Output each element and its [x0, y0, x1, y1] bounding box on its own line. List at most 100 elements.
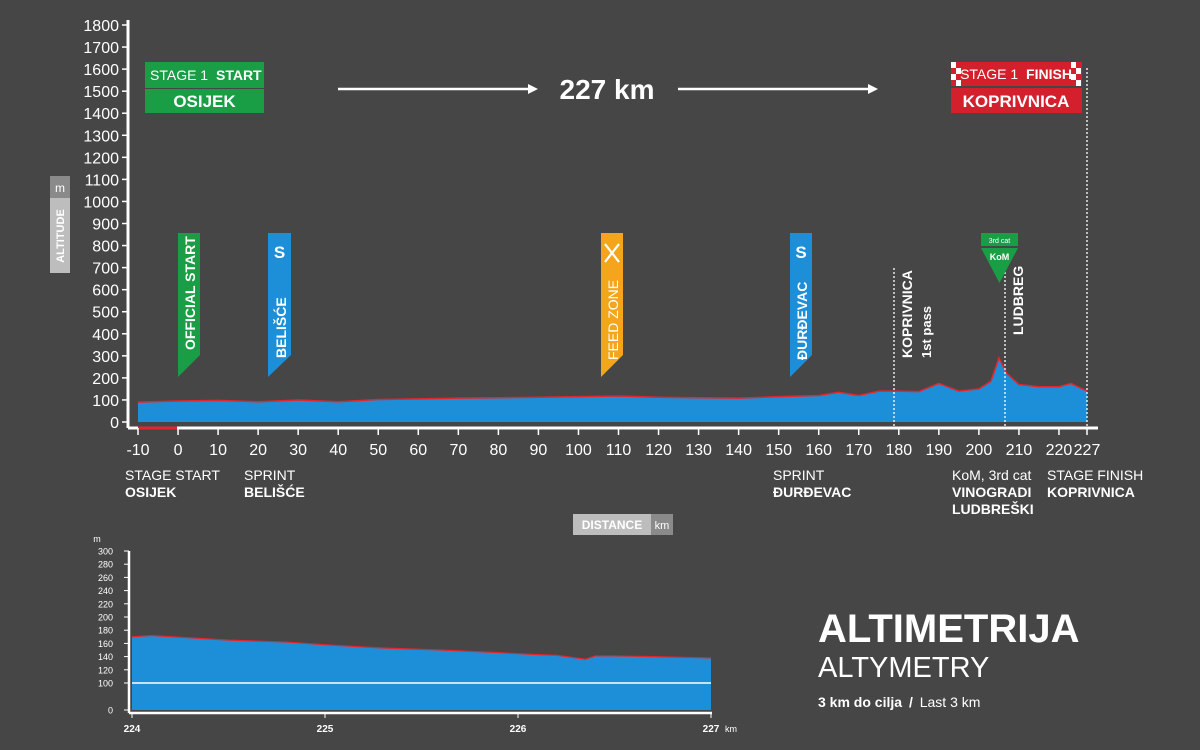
marker-sprint-belisce: S BELIŠĆE [268, 233, 291, 377]
fork-knife-icon [604, 243, 620, 263]
svg-text:STAGE START: STAGE START [125, 467, 220, 483]
y-axis-unit: m [55, 181, 65, 195]
checker-cell [956, 74, 961, 80]
svg-text:DISTANCE: DISTANCE [582, 518, 642, 532]
y-tick-label: 1300 [83, 128, 119, 145]
zoom-x-tick-label: 226 [510, 724, 527, 735]
x-tick-label: 90 [530, 442, 548, 459]
zoom-y-tick-label: 220 [98, 599, 113, 609]
x-tick-label: 70 [449, 442, 467, 459]
y-tick-label: 1800 [83, 18, 119, 35]
start-label: STAGE 1 START OSIJEK [145, 62, 264, 113]
checker-cell [1071, 68, 1076, 74]
y-tick-label: 1000 [83, 194, 119, 211]
zoom-y-unit: m [93, 534, 101, 544]
checker-cell [956, 62, 961, 68]
sprint-icon: S [274, 243, 285, 262]
zoom-y-tick-label: 100 [98, 679, 113, 689]
svg-text:STAGE 1 START: STAGE 1 START [150, 67, 262, 83]
zoom-x-tick-label: 225 [317, 724, 334, 735]
zoom-x-tick-label: 224 [124, 724, 141, 735]
checker-cell [951, 74, 956, 80]
zoom-y-tick-label: 160 [98, 639, 113, 649]
x-tick-label: 227 [1074, 442, 1101, 459]
profile-fill [138, 358, 1087, 422]
profile-line [137, 356, 1088, 403]
marker-feed-zone: FEED ZONE [601, 233, 623, 377]
zoom-y-tick-label: 240 [98, 586, 113, 596]
svg-text:STAGE 1 FINISH: STAGE 1 FINISH [960, 66, 1072, 82]
checker-cell [951, 68, 956, 74]
x-tick-label: 10 [209, 442, 227, 459]
svg-text:LUDBREG: LUDBREG [1010, 266, 1026, 335]
zoom-profile-fill [132, 635, 711, 710]
start-city: OSIJEK [173, 92, 236, 111]
y-tick-label: 1700 [83, 40, 119, 57]
bottom-labels: STAGE START OSIJEK SPRINT BELIŠĆE SPRINT… [125, 467, 1143, 517]
y-tick-label: 400 [92, 327, 119, 344]
zoom-y-tick-label: 120 [98, 665, 113, 675]
finish-label: STAGE 1 FINISH KOPRIVNICA [951, 62, 1082, 113]
svg-text:3rd cat: 3rd cat [989, 238, 1010, 245]
x-tick-label: 160 [805, 442, 832, 459]
dashed-ludbreg: LUDBREG [1004, 266, 1026, 428]
checker-cell [1071, 74, 1076, 80]
sprint-icon: S [795, 243, 806, 262]
kom-marker: 3rd cat KoM [981, 233, 1018, 283]
y-tick-label: 0 [110, 415, 119, 432]
title-sub: ALTYMETRY [818, 652, 989, 684]
title-main: ALTIMETRIJA [818, 607, 1079, 651]
marker-official-start: OFFICIAL START [178, 233, 200, 377]
zoom-x-unit: km [725, 724, 737, 734]
svg-text:KoM, 3rd cat: KoM, 3rd cat [952, 467, 1031, 483]
x-tick-label: 120 [645, 442, 672, 459]
x-tick-label: 30 [289, 442, 307, 459]
y-tick-label: 500 [92, 305, 119, 322]
x-tick-label: 140 [725, 442, 752, 459]
distance-arrow: 227 km [338, 74, 878, 105]
svg-text:BELIŠĆE: BELIŠĆE [244, 483, 305, 500]
checker-cell [1076, 62, 1081, 68]
svg-text:KOPRIVNICA: KOPRIVNICA [899, 270, 915, 358]
x-tick-label: 150 [765, 442, 792, 459]
y-axis-title-text: ALTITUDE [55, 209, 67, 263]
marker-sprint-djurdjevac: S ĐURĐEVAC [790, 233, 812, 377]
y-tick-label: 700 [92, 261, 119, 278]
y-tick-label: 800 [92, 239, 119, 256]
svg-text:OSIJEK: OSIJEK [125, 484, 176, 500]
y-tick-label: 1400 [83, 106, 119, 123]
finish-city: KOPRIVNICA [963, 92, 1070, 111]
x-tick-label: 130 [685, 442, 712, 459]
x-axis-title: DISTANCE km [573, 514, 673, 535]
y-tick-label: 1600 [83, 62, 119, 79]
x-tick-label: 200 [966, 442, 993, 459]
zoom-y-tick-label: 300 [98, 547, 113, 557]
zoom-y-tick-label: 0 [108, 706, 113, 716]
y-tick-label: 1100 [85, 172, 120, 189]
checker-cell [1076, 80, 1081, 86]
x-tick-label: 180 [885, 442, 912, 459]
checker-cell [951, 62, 956, 68]
checker-cell [1076, 68, 1081, 74]
x-tick-label: 210 [1006, 442, 1033, 459]
x-tick-label: 50 [369, 442, 387, 459]
y-tick-label: 900 [92, 217, 119, 234]
x-tick-label: 40 [329, 442, 347, 459]
svg-text:1st pass: 1st pass [919, 306, 934, 358]
checker-cell [956, 80, 961, 86]
zoom-profile-line [131, 634, 712, 660]
svg-text:LUDBREŠKI: LUDBREŠKI [952, 500, 1034, 517]
title-caption: 3 km do cilja / Last 3 km [818, 694, 980, 710]
zoom-y-tick-label: 140 [98, 652, 113, 662]
x-tick-label: 170 [845, 442, 872, 459]
x-tick-label: 0 [174, 442, 183, 459]
main-profile-area [137, 356, 1088, 422]
svg-text:SPRINT: SPRINT [244, 467, 296, 483]
zoom-y-tick-label: 200 [98, 613, 113, 623]
svg-text:KoM: KoM [990, 252, 1010, 262]
y-tick-label: 100 [92, 393, 119, 410]
x-tick-label: 20 [249, 442, 267, 459]
main-x-axis: -10 0 10 20 30 40 50 60 70 80 90 100 110 120 130 140 150… [126, 426, 1101, 459]
svg-text:OFFICIAL START: OFFICIAL START [182, 236, 198, 350]
svg-text:km: km [655, 520, 670, 532]
